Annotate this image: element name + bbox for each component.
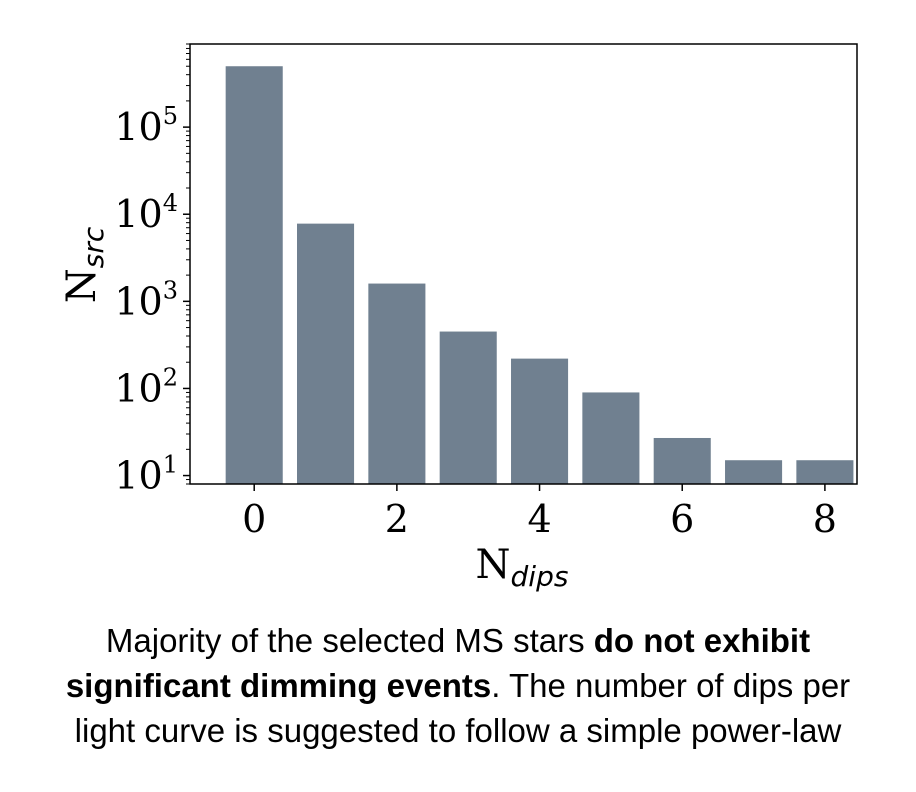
caption-text-3: light curve is suggested to follow a sim… <box>74 712 842 749</box>
y-tick-label: 104 <box>114 189 178 236</box>
y-axis-label: Nsrc <box>59 226 110 303</box>
bar-1 <box>297 223 355 485</box>
y-tick-label: 103 <box>114 276 178 323</box>
bar-6 <box>653 437 711 484</box>
x-axis-label-sub: dips <box>511 560 569 593</box>
x-tick-label: 6 <box>670 497 694 541</box>
bar-7 <box>725 460 783 484</box>
plot-frame <box>189 43 858 485</box>
x-axis-label-main: N <box>476 542 511 588</box>
x-tick-label: 8 <box>813 497 837 541</box>
figure-caption: Majority of the selected MS stars do not… <box>0 618 916 753</box>
bar-8 <box>796 460 854 484</box>
caption-bold-2: significant dimming events <box>65 667 492 704</box>
x-tick-label: 4 <box>527 497 551 541</box>
caption-text-2: . The number of dips per <box>491 667 851 704</box>
bar-0 <box>225 66 283 485</box>
y-axis-label-sub: src <box>77 226 110 268</box>
x-axis-label: Ndips <box>476 542 569 593</box>
bar-3 <box>439 331 497 484</box>
bar-5 <box>582 392 640 484</box>
major-ticks <box>183 126 826 491</box>
bar-4 <box>511 358 569 484</box>
bars-group <box>225 66 854 485</box>
y-tick-label: 102 <box>114 363 178 410</box>
x-tick-label: 0 <box>242 497 266 541</box>
caption-text-1: Majority of the selected MS stars <box>105 622 594 659</box>
x-tick-labels: 0 2 4 6 8 <box>242 497 837 541</box>
y-tick-label: 101 <box>114 451 178 498</box>
bar-2 <box>368 283 426 484</box>
y-tick-labels: 101 102 103 104 105 <box>114 102 178 497</box>
bar-chart: 101 102 103 104 105 0 2 4 6 8 Nsrc Ndips <box>59 43 858 593</box>
y-axis-label-main: N <box>59 268 105 303</box>
x-tick-label: 2 <box>385 497 409 541</box>
caption-bold-1: do not exhibit <box>593 622 811 659</box>
y-tick-label: 105 <box>114 102 178 149</box>
